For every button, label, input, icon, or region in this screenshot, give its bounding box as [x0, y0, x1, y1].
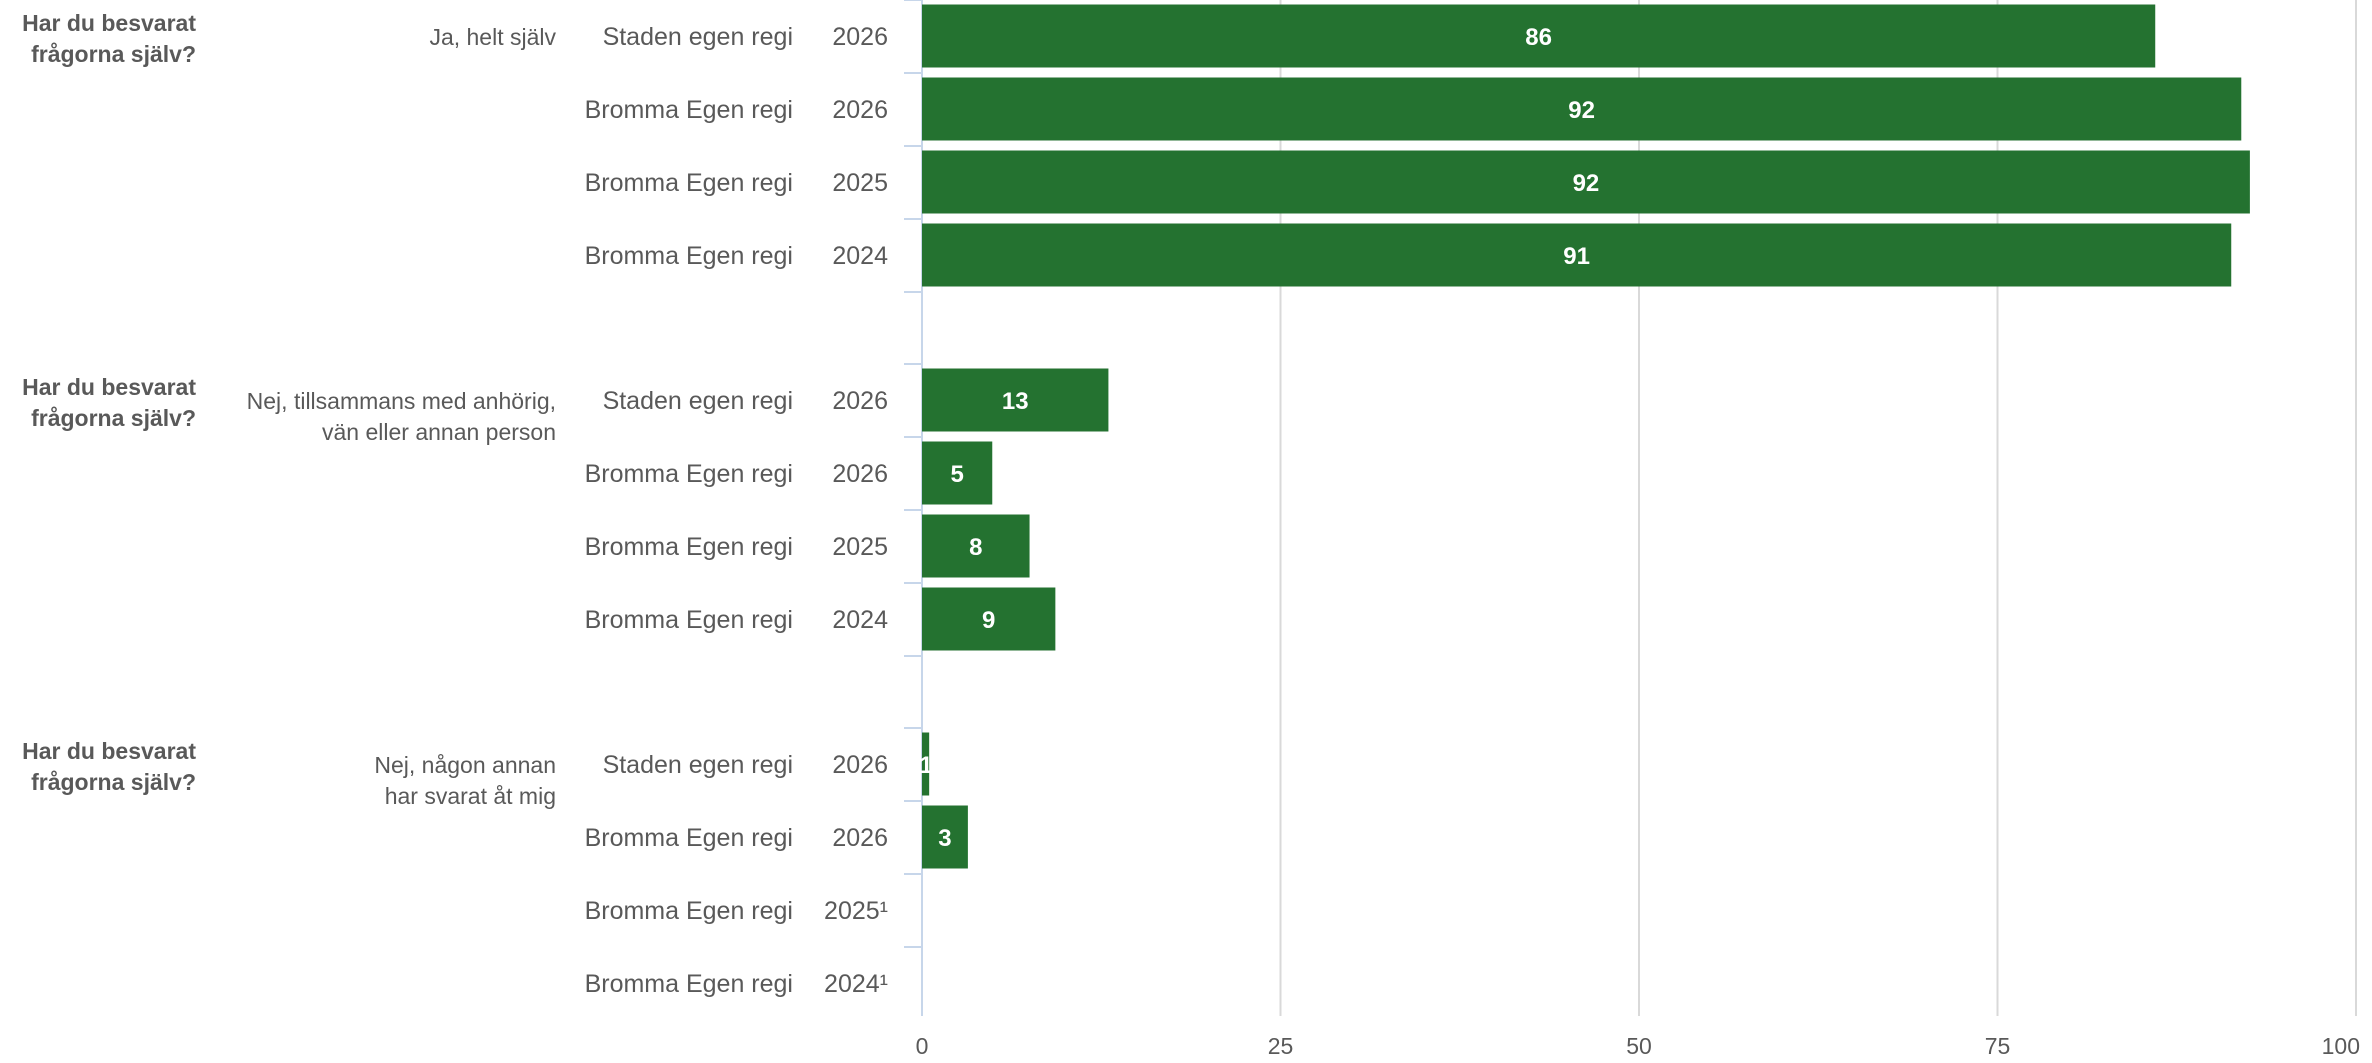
x-tick-label: 0 — [916, 1033, 929, 1058]
bar-value-label: 8 — [969, 534, 982, 561]
organisation-label: Bromma Egen regi — [585, 169, 793, 197]
bar-value-label: 5 — [950, 461, 963, 488]
bar — [922, 805, 968, 869]
bar — [922, 732, 930, 796]
bar-value-label: 9 — [982, 607, 995, 634]
organisation-label: Bromma Egen regi — [585, 970, 793, 998]
organisation-label: Staden egen regi — [603, 23, 793, 51]
question-label: frågorna själv? — [31, 405, 196, 431]
bar — [922, 514, 1030, 578]
year-label: 2024 — [832, 242, 888, 270]
bar — [922, 368, 1109, 432]
bar — [922, 150, 2250, 214]
year-label: 2025 — [832, 169, 888, 197]
answer-label: Nej, någon annan — [374, 752, 556, 778]
bar — [922, 441, 993, 505]
answer-label: vän eller annan person — [322, 419, 556, 445]
x-tick-label: 50 — [1626, 1033, 1652, 1058]
organisation-label: Staden egen regi — [603, 387, 793, 415]
x-tick-label: 100 — [2322, 1033, 2360, 1058]
question-label: Har du besvarat — [22, 374, 196, 400]
organisation-label: Bromma Egen regi — [585, 606, 793, 634]
answer-label: har svarat åt mig — [385, 783, 556, 809]
bar-value-label: 91 — [1563, 243, 1590, 270]
bar — [922, 77, 2242, 141]
year-label: 2026 — [832, 387, 888, 415]
bar — [922, 4, 2156, 68]
year-label: 2026 — [832, 751, 888, 779]
organisation-label: Staden egen regi — [603, 751, 793, 779]
organisation-label: Bromma Egen regi — [585, 897, 793, 925]
year-label: 2026 — [832, 460, 888, 488]
bar-value-label: 92 — [1568, 97, 1595, 124]
x-tick-label: 25 — [1268, 1033, 1294, 1058]
year-label: 2024¹ — [824, 970, 888, 998]
bar-value-label: 92 — [1573, 170, 1600, 197]
bar-value-label: 1 — [919, 752, 932, 779]
organisation-label: Bromma Egen regi — [585, 460, 793, 488]
question-label: Har du besvarat — [22, 10, 196, 36]
bar-value-label: 13 — [1002, 388, 1029, 415]
bar — [922, 223, 2232, 287]
bar — [922, 587, 1056, 651]
bar-value-label: 3 — [938, 825, 951, 852]
year-label: 2026 — [832, 23, 888, 51]
question-label: frågorna själv? — [31, 769, 196, 795]
organisation-label: Bromma Egen regi — [585, 96, 793, 124]
question-label: Har du besvarat — [22, 738, 196, 764]
organisation-label: Bromma Egen regi — [585, 824, 793, 852]
question-label: frågorna själv? — [31, 41, 196, 67]
organisation-label: Bromma Egen regi — [585, 533, 793, 561]
x-tick-label: 75 — [1985, 1033, 2011, 1058]
year-label: 2024 — [832, 606, 888, 634]
year-label: 2025¹ — [824, 897, 888, 925]
answer-label: Ja, helt själv — [429, 24, 556, 50]
organisation-label: Bromma Egen regi — [585, 242, 793, 270]
bar-value-label: 86 — [1525, 24, 1552, 51]
year-label: 2026 — [832, 96, 888, 124]
year-label: 2025 — [832, 533, 888, 561]
answer-label: Nej, tillsammans med anhörig, — [247, 388, 556, 414]
year-label: 2026 — [832, 824, 888, 852]
